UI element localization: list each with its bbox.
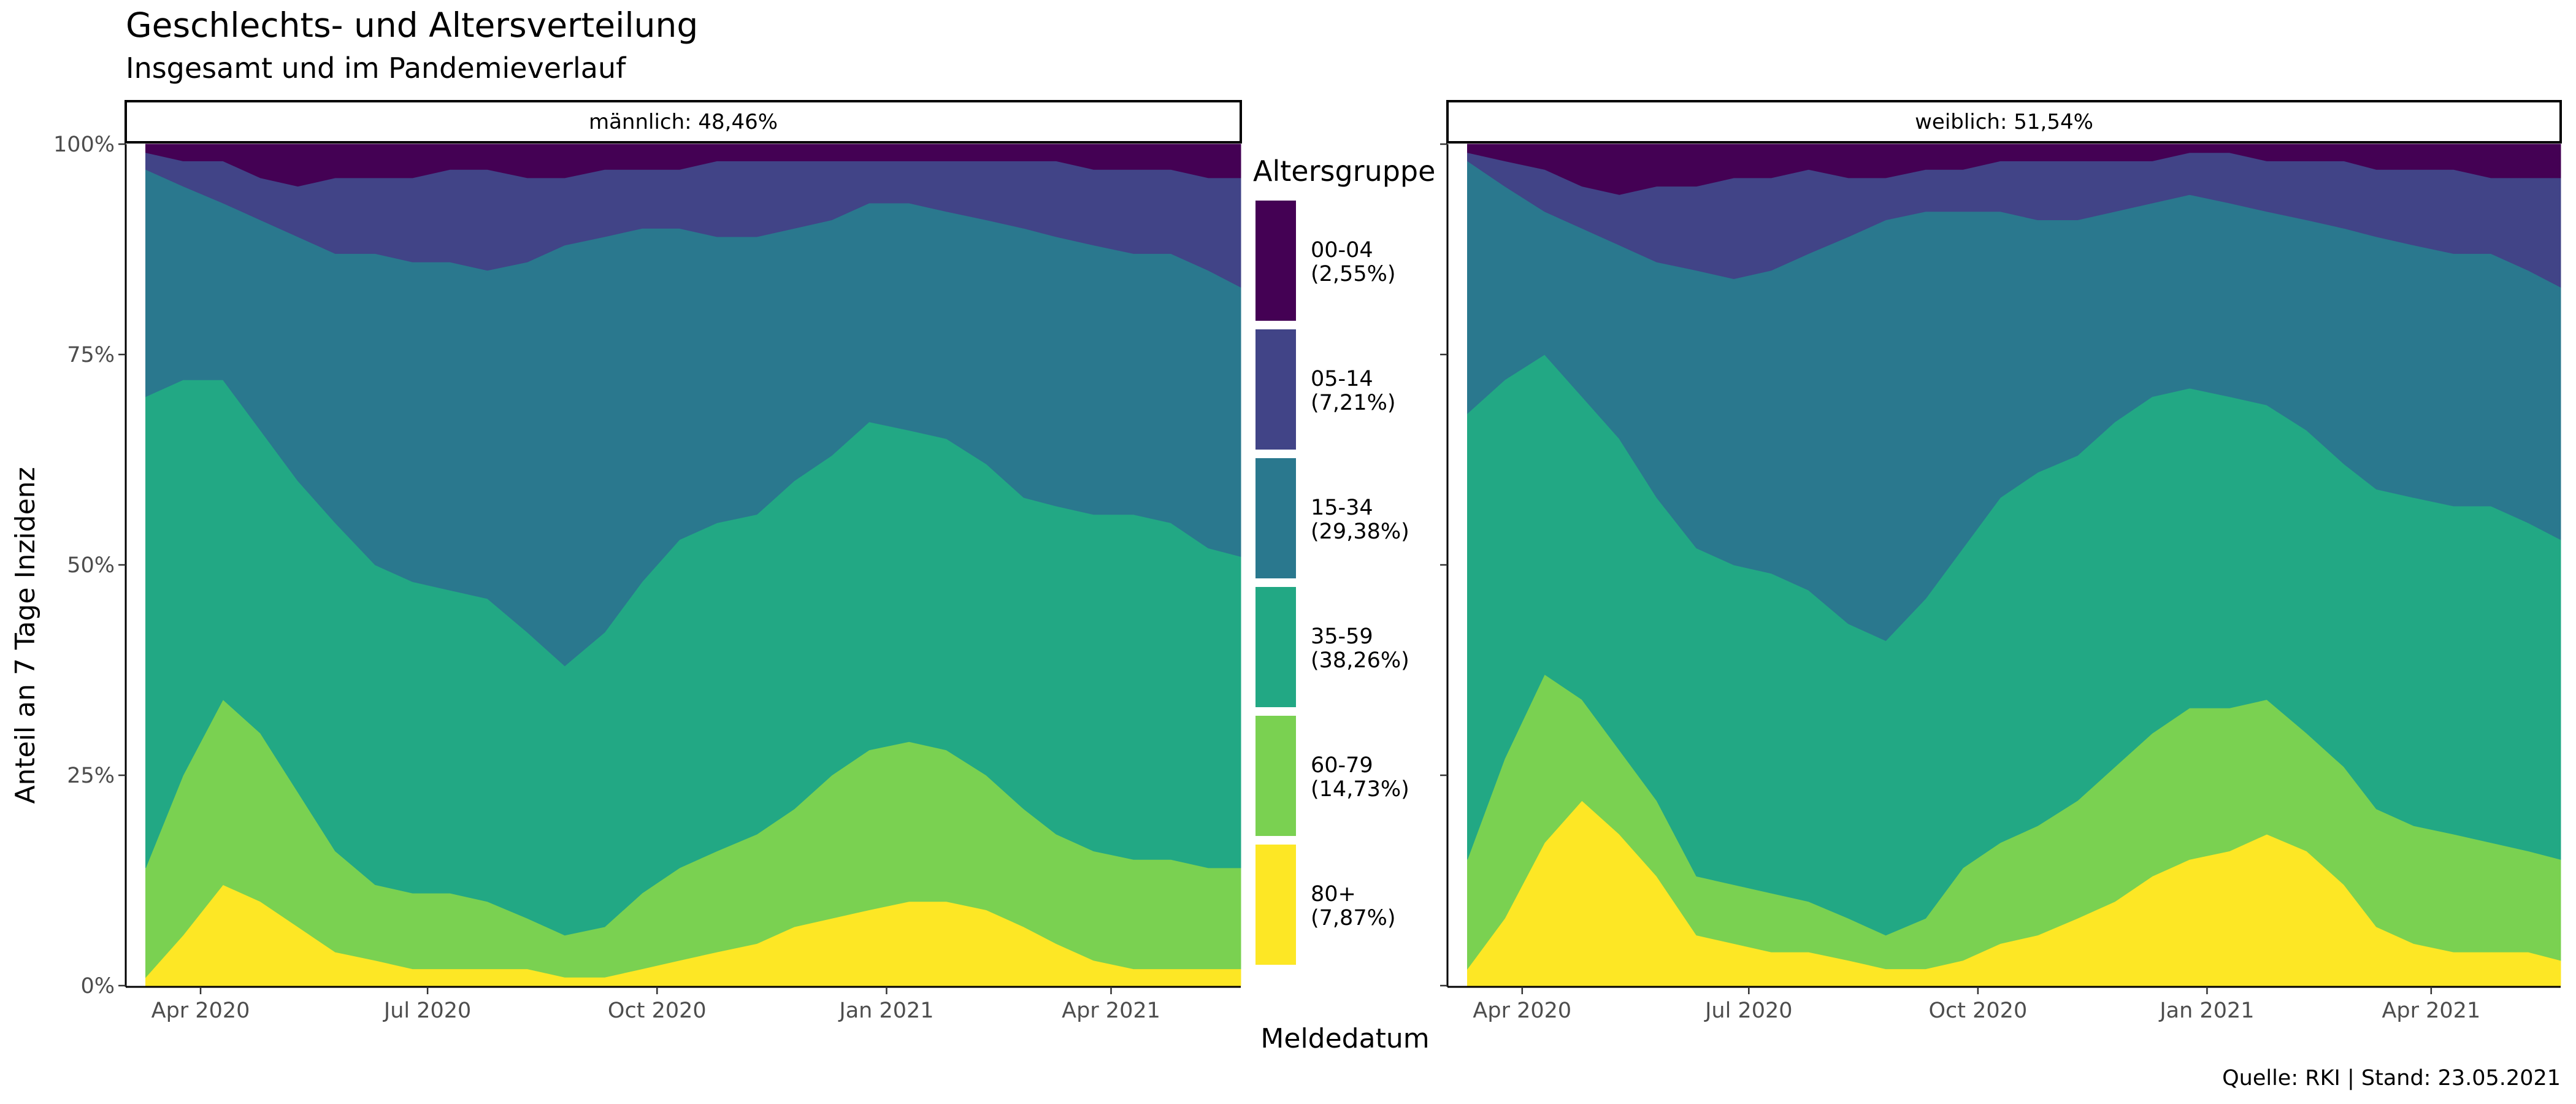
y-tick-label: 0%: [80, 974, 115, 999]
facet-strip-label: männlich: 48,46%: [589, 110, 778, 134]
y-axis-label: Anteil an 7 Tage Inzidenz: [10, 467, 41, 803]
legend-key-35-59: [1255, 587, 1296, 707]
x-tick-label: Apr 2020: [1473, 999, 1571, 1023]
x-axis-label: Meldedatum: [1260, 1023, 1429, 1054]
legend-share: (7,87%): [1311, 906, 1396, 930]
legend-key-80plus: [1255, 845, 1296, 965]
area-00-04: [145, 144, 1241, 187]
legend-share: (7,21%): [1311, 391, 1396, 415]
legend-key-60-79: [1255, 716, 1296, 836]
x-tick-label: Oct 2020: [608, 999, 707, 1023]
legend-label: 00-04: [1311, 238, 1373, 263]
x-tick-label: Jan 2021: [838, 999, 933, 1023]
chart-subtitle: Insgesamt und im Pandemieverlauf: [126, 52, 627, 85]
x-tick-label: Apr 2020: [151, 999, 250, 1023]
legend-label: 60-79: [1311, 753, 1373, 778]
y-tick-label: 100%: [53, 132, 115, 157]
x-tick-label: Oct 2020: [1929, 999, 2028, 1023]
panel-maennlich: Apr 2020 Jul 2020 Oct 2020 Jan 2021 Apr 2021…: [53, 100, 1242, 1023]
caption: Quelle: RKI | Stand: 23.05.2021: [2222, 1066, 2561, 1091]
legend-share: (14,73%): [1311, 777, 1409, 802]
x-tick-label: Jul 2020: [383, 999, 471, 1023]
area-00-04: [1467, 144, 2561, 195]
panel-weiblich: Apr 2020 Jul 2020 Oct 2020 Jan 2021 Apr 2021…: [1440, 100, 2562, 1023]
legend-share: (2,55%): [1311, 262, 1396, 286]
legend-label: 35-59: [1311, 624, 1373, 649]
facet-strip-label: weiblich: 51,54%: [1915, 110, 2093, 134]
legend-share: (29,38%): [1311, 519, 1409, 544]
x-tick-label: Jul 2020: [1704, 999, 1792, 1023]
facet-strip: [125, 100, 1242, 144]
legend-key-05-14: [1255, 329, 1296, 450]
legend-label: 80+: [1311, 882, 1356, 907]
legend-label: 15-34: [1311, 496, 1373, 520]
chart-title: Geschlechts- und Altersverteilung: [126, 6, 698, 45]
x-tick-label: Jan 2021: [2158, 999, 2254, 1023]
y-tick-label: 75%: [67, 343, 115, 367]
legend: Altersgruppe 00-04(2,55%) 05-14(7,21%) 15-…: [1253, 155, 1435, 965]
facet-strip: [1446, 100, 2562, 144]
legend-title: Altersgruppe: [1253, 155, 1435, 188]
x-tick-label: Apr 2021: [1062, 999, 1160, 1023]
legend-key-15-34: [1255, 458, 1296, 578]
legend-key-00-04: [1255, 201, 1296, 321]
y-tick-label: 25%: [67, 764, 115, 788]
x-tick-label: Apr 2021: [2382, 999, 2480, 1023]
legend-share: (38,26%): [1311, 648, 1409, 673]
legend-label: 05-14: [1311, 367, 1373, 391]
y-tick-label: 50%: [67, 553, 115, 578]
